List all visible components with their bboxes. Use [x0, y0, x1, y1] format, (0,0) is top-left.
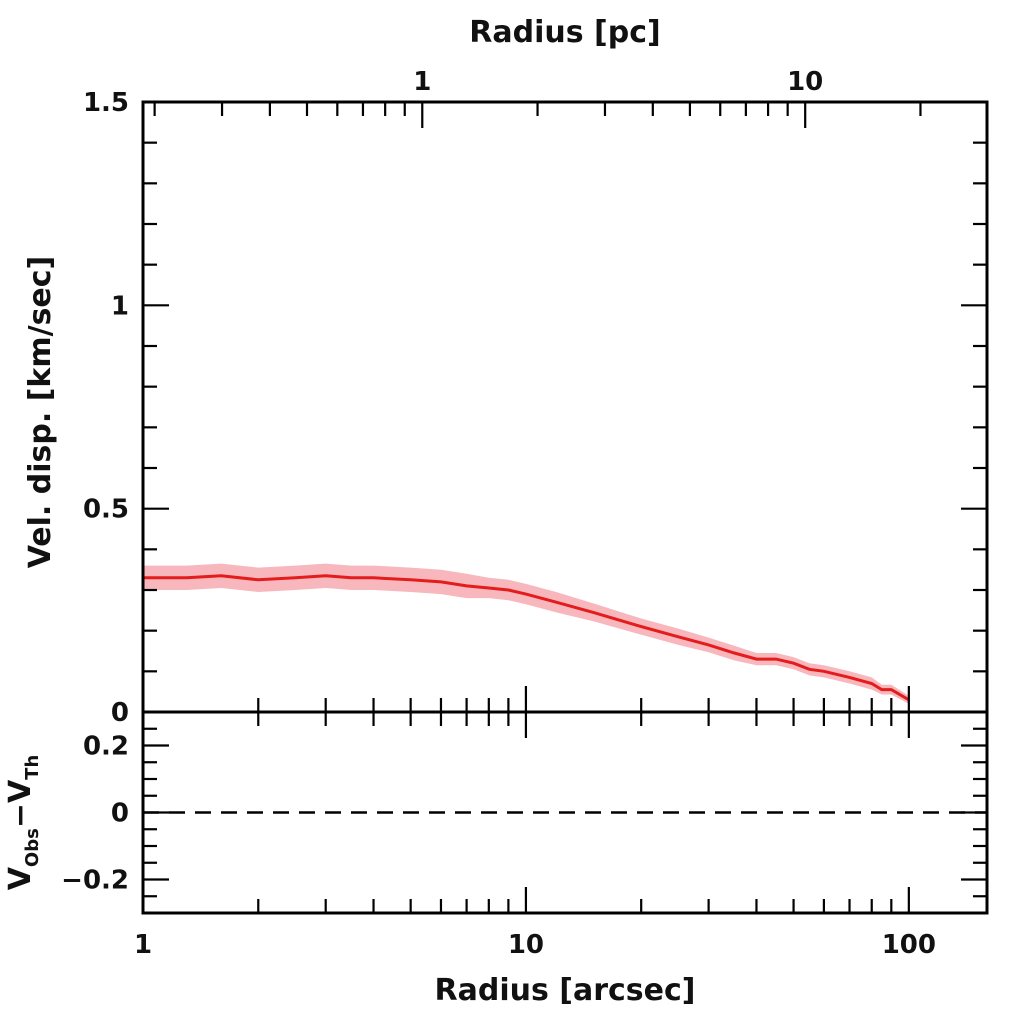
- bottom-x-tick-labels: 1 10 100: [134, 930, 936, 960]
- residual-y-title-mid: −V: [3, 779, 38, 828]
- main-y-tick-label: 1.5: [83, 88, 129, 118]
- residual-ticks: [141, 710, 987, 915]
- top-x-tick-label: 10: [787, 67, 823, 97]
- residual-y-title-sub1: Obs: [22, 828, 43, 867]
- main-y-tick-label: 1: [111, 291, 129, 321]
- main-y-tick-label: 0: [111, 698, 129, 728]
- residual-y-title-v: V: [3, 866, 38, 890]
- main-ticks: [141, 100, 987, 714]
- main-y-tick-labels: 0 0.5 1 1.5: [83, 88, 129, 728]
- residual-y-title-sub2: Th: [22, 755, 43, 780]
- top-axis-title: Radius [pc]: [469, 15, 660, 50]
- bottom-axis-title: Radius [arcsec]: [435, 973, 696, 1008]
- residual-panel: −0.2 0 0.2 1 10 100 Radius [arcsec] VObs−VTh: [3, 710, 989, 1008]
- bottom-x-tick-label: 1: [134, 930, 152, 960]
- main-plot-frame: [141, 100, 989, 714]
- main-y-axis-title: Vel. disp. [km/sec]: [23, 256, 58, 569]
- main-panel: 0 0.5 1 1.5 1 10 Radius [pc] Vel. disp. [km/…: [23, 15, 989, 728]
- error-band: [143, 563, 909, 704]
- residual-y-tick-labels: −0.2 0 0.2: [61, 732, 129, 896]
- bottom-x-tick-label: 10: [508, 930, 544, 960]
- bottom-x-tick-label: 100: [882, 930, 936, 960]
- res-y-tick-label: 0.2: [83, 732, 129, 762]
- top-x-tick-label: 1: [413, 67, 431, 97]
- res-y-tick-label: −0.2: [61, 866, 129, 896]
- main-y-tick-label: 0.5: [83, 495, 129, 525]
- res-y-tick-label: 0: [111, 799, 129, 829]
- top-x-tick-labels: 1 10: [413, 67, 823, 97]
- residual-y-axis-title: VObs−VTh: [3, 755, 43, 891]
- velocity-dispersion-line: [143, 574, 910, 702]
